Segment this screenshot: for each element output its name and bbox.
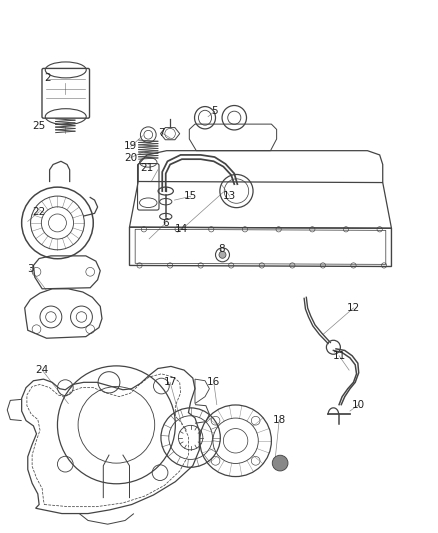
Text: 10: 10 bbox=[352, 400, 365, 410]
Text: 14: 14 bbox=[175, 224, 188, 235]
Text: 3: 3 bbox=[27, 264, 34, 274]
Text: 19: 19 bbox=[124, 141, 138, 151]
Text: 16: 16 bbox=[207, 377, 220, 387]
Text: 20: 20 bbox=[124, 152, 138, 163]
Text: 5: 5 bbox=[211, 107, 218, 116]
Text: 12: 12 bbox=[347, 303, 360, 313]
Text: 11: 11 bbox=[332, 351, 346, 361]
Text: 15: 15 bbox=[184, 191, 197, 201]
Text: 21: 21 bbox=[140, 163, 154, 173]
Text: 7: 7 bbox=[158, 127, 165, 138]
Text: 22: 22 bbox=[32, 207, 46, 217]
Text: 13: 13 bbox=[223, 191, 237, 201]
Text: 6: 6 bbox=[162, 218, 169, 228]
Text: 24: 24 bbox=[35, 365, 49, 375]
Circle shape bbox=[272, 455, 288, 471]
Circle shape bbox=[219, 252, 226, 259]
Text: 8: 8 bbox=[218, 245, 225, 254]
Text: 18: 18 bbox=[272, 415, 286, 424]
Text: 17: 17 bbox=[163, 377, 177, 387]
Text: 2: 2 bbox=[45, 73, 51, 83]
Text: 25: 25 bbox=[32, 120, 46, 131]
